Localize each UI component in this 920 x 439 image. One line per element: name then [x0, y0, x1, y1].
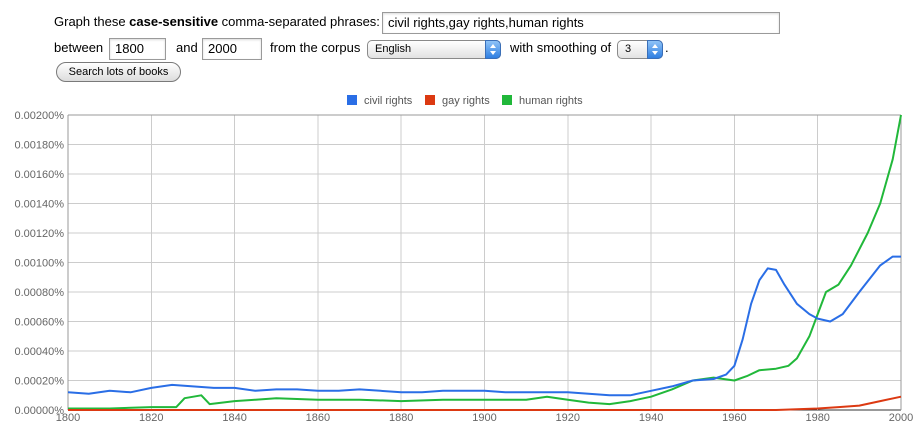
x-tick-label: 1820 [139, 412, 163, 424]
x-tick-label: 1840 [222, 412, 246, 424]
search-button[interactable]: Search lots of books [56, 62, 181, 82]
chart-grid [67, 114, 902, 411]
x-tick-label: 1800 [56, 412, 80, 424]
chart-lines [67, 114, 902, 411]
legend-swatch [347, 95, 357, 105]
x-tick-label: 1980 [805, 412, 829, 424]
y-tick-label: 0.00160% [14, 169, 64, 181]
x-tick-label: 1880 [389, 412, 413, 424]
x-tick-label: 1960 [722, 412, 746, 424]
y-tick-label: 0.00180% [14, 140, 64, 152]
period-label: . [665, 40, 669, 55]
y-tick-label: 0.00040% [14, 346, 64, 358]
corpus-select[interactable]: English [367, 40, 501, 59]
legend-label: human rights [519, 95, 583, 107]
y-tick-label: 0.00020% [14, 376, 64, 388]
y-tick-label: 0.00100% [14, 258, 64, 270]
x-tick-label: 1920 [556, 412, 580, 424]
y-tick-label: 0.00120% [14, 228, 64, 240]
x-tick-label: 1900 [472, 412, 496, 424]
graph-these-label: Graph these case-sensitive comma-separat… [54, 14, 380, 29]
series-line-human-rights [68, 114, 902, 410]
x-tick-label: 1940 [639, 412, 663, 424]
y-tick-label: 0.00080% [14, 287, 64, 299]
between-label: between [54, 40, 104, 55]
and-label: and [176, 40, 198, 55]
corpus-select-value: English [375, 43, 412, 55]
select-arrows-icon [485, 40, 501, 59]
y-axis-ticks: 0.00000% 0.00020% 0.00040% 0.00060% 0.00080%… [14, 110, 64, 417]
select-arrows-icon [647, 40, 663, 59]
smoothing-select-value: 3 [625, 43, 632, 55]
y-tick-label: 0.00060% [14, 317, 64, 329]
y-tick-label: 0.00200% [14, 110, 64, 122]
series-line-civil-rights [67, 255, 901, 397]
query-form: Graph these case-sensitive comma-separat… [0, 0, 920, 90]
x-tick-label: 1860 [306, 412, 330, 424]
corpus-label: from the corpus [270, 40, 361, 55]
x-axis-ticks: 1800 1820 1840 1860 1880 1900 1920 1940 1960 1980… [56, 412, 913, 424]
start-year-input[interactable]: 1800 [109, 38, 166, 60]
legend-swatch [502, 95, 512, 105]
chart-legend: civil rights gay rights human rights [347, 95, 583, 107]
end-year-input[interactable]: 2000 [202, 38, 262, 60]
series-line-gay-rights [68, 395, 902, 411]
x-tick-label: 2000 [889, 412, 913, 424]
y-tick-label: 0.00140% [14, 199, 64, 211]
legend-label: gay rights [442, 95, 490, 107]
legend-label: civil rights [364, 95, 413, 107]
smoothing-select[interactable]: 3 [617, 40, 663, 59]
smoothing-label: with smoothing of [510, 40, 612, 55]
y-tick-label: 0.00000% [14, 405, 64, 417]
phrases-input[interactable]: civil rights,gay rights,human rights [382, 12, 780, 34]
legend-swatch [425, 95, 435, 105]
